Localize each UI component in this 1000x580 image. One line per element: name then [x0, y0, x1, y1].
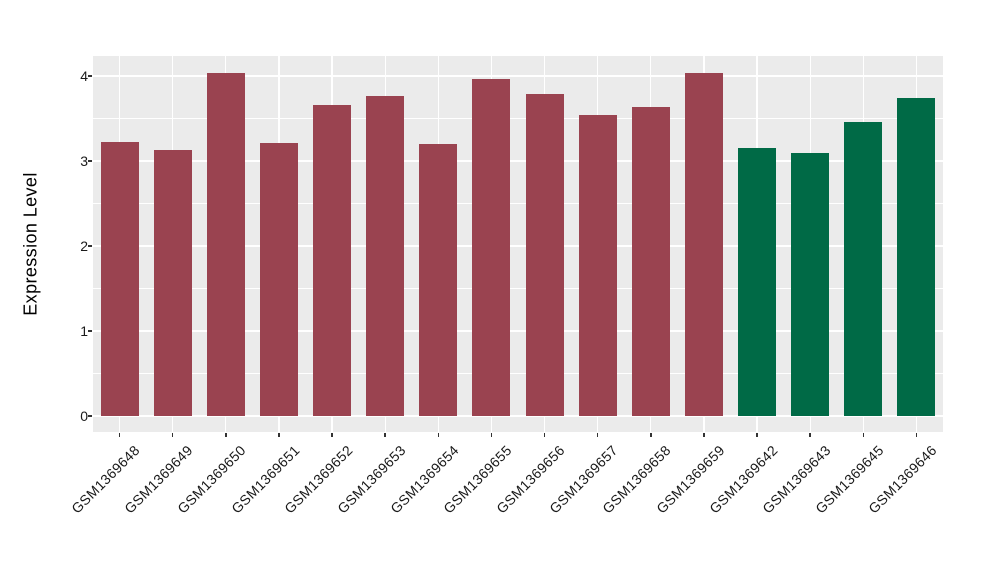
x-tick-mark — [543, 433, 546, 437]
x-tick-mark — [331, 433, 333, 437]
x-tick-mark — [862, 433, 865, 437]
x-tick-mark — [225, 433, 227, 437]
bar-GSM1369658 — [631, 107, 670, 416]
y-tick-mark — [88, 245, 92, 247]
gridline-y-major — [93, 245, 943, 247]
x-tick-mark — [915, 433, 918, 437]
x-tick-mark — [756, 433, 758, 437]
bar-GSM1369651 — [259, 143, 298, 416]
y-tick-label-1: 1 — [80, 323, 88, 339]
y-tick-label-2: 2 — [80, 238, 88, 254]
bar-GSM1369648 — [100, 142, 139, 416]
gridline-y-major — [93, 75, 943, 77]
bar-GSM1369643 — [791, 152, 830, 416]
y-tick-label-3: 3 — [80, 153, 88, 169]
bar-GSM1369652 — [313, 104, 352, 416]
x-tick-mark — [118, 433, 121, 437]
bar-GSM1369655 — [472, 79, 511, 416]
bar-GSM1369646 — [897, 98, 936, 416]
gridline-y-minor — [93, 373, 943, 374]
y-tick-label-0: 0 — [80, 408, 88, 424]
x-tick-mark — [437, 433, 440, 437]
y-tick-mark — [88, 160, 92, 162]
y-tick-label-4: 4 — [80, 68, 88, 84]
bar-GSM1369659 — [684, 73, 723, 416]
bar-GSM1369650 — [206, 72, 245, 416]
bar-GSM1369642 — [738, 148, 777, 416]
x-tick-mark — [490, 433, 493, 437]
x-tick-mark — [171, 433, 174, 437]
x-tick-mark — [650, 433, 652, 437]
x-tick-mark — [278, 433, 280, 437]
y-axis-title: Expression Level — [20, 172, 41, 316]
bar-GSM1369657 — [578, 115, 617, 416]
bar-GSM1369654 — [419, 144, 458, 416]
bar-GSM1369653 — [366, 96, 405, 416]
x-tick-mark — [596, 433, 599, 437]
y-tick-mark — [88, 75, 92, 77]
plot-panel — [93, 56, 943, 432]
y-tick-mark — [88, 415, 92, 417]
y-tick-mark — [88, 330, 92, 332]
x-tick-mark — [384, 433, 386, 437]
x-tick-mark — [809, 433, 811, 437]
x-tick-mark — [703, 433, 705, 437]
gridline-y-minor — [93, 288, 943, 289]
bar-GSM1369645 — [844, 121, 883, 416]
gridline-y-major — [93, 330, 943, 332]
gridline-y-minor — [93, 118, 943, 119]
gridline-y-major — [93, 160, 943, 162]
bar-GSM1369649 — [153, 149, 192, 416]
gridline-y-major — [93, 415, 943, 417]
bar-GSM1369656 — [525, 93, 564, 416]
gridline-y-minor — [93, 203, 943, 204]
